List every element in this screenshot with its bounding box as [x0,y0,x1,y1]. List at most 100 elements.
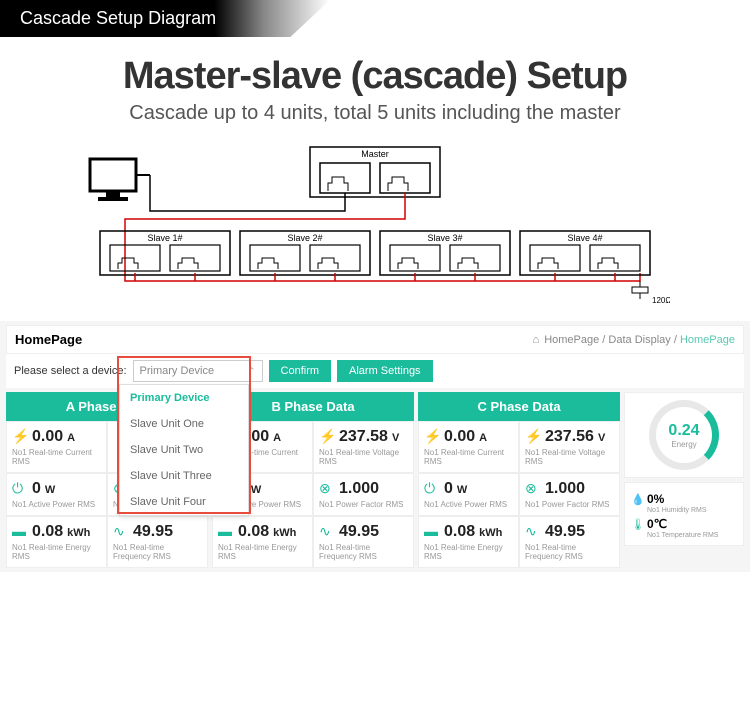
subtitle: Cascade up to 4 units, total 5 units inc… [10,102,740,125]
metric-icon: ⊗ [319,480,335,497]
metric-unit: W [457,484,467,496]
env-label: No1 Temperature RMS [647,532,737,539]
metric-icon: ⚡ [12,428,28,445]
metric-label: No1 Real-time Frequency RMS [319,543,408,561]
dropdown-item[interactable]: Slave Unit One [120,411,248,437]
dropdown-item[interactable]: Slave Unit Three [120,463,248,489]
metric-icon: ∿ [113,523,129,540]
metric-label: No1 Real-time Energy RMS [424,543,513,561]
metric-value: 0.08 [32,523,63,541]
metric-icon: ⚡ [319,428,335,445]
dashboard-screenshot: HomePage ⌂ HomePage / Data Display / Hom… [0,321,750,572]
metric-cell: ▬0.08 kWh No1 Real-time Energy RMS [6,516,107,568]
metric-label: No1 Active Power RMS [12,500,101,509]
dropdown-item[interactable]: Primary Device [120,385,248,411]
metric-value: 237.56 [545,428,594,446]
device-select-label: Please select a device: [14,365,127,377]
control-row: Please select a device: Primary Device ⌃… [6,354,744,388]
data-grid: A Phase Data⚡0.00ANo1 Real-time Current … [6,392,744,568]
metric-value: 0 [444,480,453,498]
breadcrumb-current: HomePage [680,334,735,346]
metric-label: No1 Real-time Current RMS [12,448,101,466]
home-icon: ⌂ [532,334,539,346]
metric-label: No1 Real-time Current RMS [424,448,513,466]
metric-unit: V [392,432,399,444]
svg-text:Slave 4#: Slave 4# [567,233,602,243]
metric-icon: ⚡ [424,428,440,445]
metric-icon: ▬ [12,523,28,539]
metric-value: 0.08 [238,523,269,541]
dropdown-item[interactable]: Slave Unit Four [120,489,248,515]
env-icon: 🌡 [631,518,643,531]
metric-value: 0.00 [32,428,63,446]
metric-icon: ∿ [525,523,541,540]
alarm-settings-button[interactable]: Alarm Settings [337,360,433,382]
chevron-up-icon: ⌃ [248,366,256,377]
metric-unit: kWh [67,527,90,539]
svg-text:120Ω: 120Ω [652,296,670,305]
metric-value: 49.95 [133,523,173,541]
env-icon: 💧 [631,493,643,506]
metric-cell: ∿49.95 No1 Real-time Frequency RMS [107,516,208,568]
metric-value: 1.000 [339,480,379,498]
phase-header: C Phase Data [418,392,620,421]
metric-label: No1 Real-time Frequency RMS [525,543,614,561]
metric-unit: A [67,432,75,444]
metric-icon: ⊗ [525,480,541,497]
metric-icon: ▬ [424,523,440,539]
metric-value: 49.95 [339,523,379,541]
confirm-button[interactable]: Confirm [269,360,332,382]
energy-gauge: 0.24 Energy [624,392,744,478]
metric-label: No1 Active Power RMS [424,500,513,509]
metric-cell: ⚡0.00 A No1 Real-time Current RMS [6,421,107,473]
metric-label: No1 Real-time Energy RMS [218,543,307,561]
metric-icon: ⏻ [424,480,440,497]
metric-unit: kWh [479,527,502,539]
metric-cell: ⚡237.58VNo1 Real-time Voltage RMS [313,421,414,473]
metric-cell: ▬0.08 kWh No1 Real-time Energy RMS [418,516,519,568]
metric-label: No1 Real-time Frequency RMS [113,543,202,561]
metric-label: No1 Power Factor RMS [319,500,408,509]
metric-cell: ⚡237.56VNo1 Real-time Voltage RMS [519,421,620,473]
env-box: 💧 0% No1 Humidity RMS 🌡 0℃ No1 Temperature… [624,482,744,546]
metric-value: 0 [32,480,41,498]
title-section: Master-slave (cascade) Setup Cascade up … [0,37,750,135]
metric-cell: ⊗1.000No1 Power Factor RMS [519,473,620,516]
metric-unit: kWh [273,527,296,539]
metric-unit: A [479,432,487,444]
metric-unit: W [45,484,55,496]
svg-text:Master: Master [361,149,389,159]
metric-icon: ⚡ [525,428,541,445]
metric-cell: ▬0.08 kWh No1 Real-time Energy RMS [212,516,313,568]
section-banner: Cascade Setup Diagram [0,0,330,37]
metric-unit: W [251,484,261,496]
env-value: 0℃ [647,517,667,531]
metric-label: No1 Real-time Voltage RMS [319,448,408,466]
metric-icon: ▬ [218,523,234,539]
breadcrumb-mid[interactable]: Data Display [608,334,670,346]
breadcrumb-home[interactable]: HomePage [544,334,599,346]
metric-value: 0.00 [444,428,475,446]
metric-icon: ⏻ [12,480,28,497]
metric-unit: A [273,432,281,444]
page-title: HomePage [15,332,82,347]
svg-text:Slave 3#: Slave 3# [427,233,462,243]
dropdown-item[interactable]: Slave Unit Two [120,437,248,463]
metric-value: 0.08 [444,523,475,541]
svg-text:Slave 1#: Slave 1# [147,233,182,243]
breadcrumb: ⌂ HomePage / Data Display / HomePage [532,334,735,346]
metric-cell: ⏻0W No1 Active Power RMS [6,473,107,516]
metric-value: 49.95 [545,523,585,541]
env-label: No1 Humidity RMS [647,507,737,514]
cascade-diagram: Master Slave 1# Slave 2# Slave 3# [0,135,750,321]
env-value: 0% [647,492,664,506]
metric-cell: ∿49.95No1 Real-time Frequency RMS [313,516,414,568]
device-select-value: Primary Device [140,365,215,377]
side-column: 0.24 Energy 💧 0% No1 Humidity RMS 🌡 0℃ No1… [624,392,744,568]
metric-cell: ∿49.95 No1 Real-time Frequency RMS [519,516,620,568]
metric-label: No1 Real-time Voltage RMS [525,448,614,466]
metric-cell: ⏻0W No1 Active Power RMS [418,473,519,516]
device-select[interactable]: Primary Device ⌃ [133,360,263,382]
metric-cell: ⊗1.000 No1 Power Factor RMS [313,473,414,516]
metric-label: No1 Real-time Energy RMS [12,543,101,561]
